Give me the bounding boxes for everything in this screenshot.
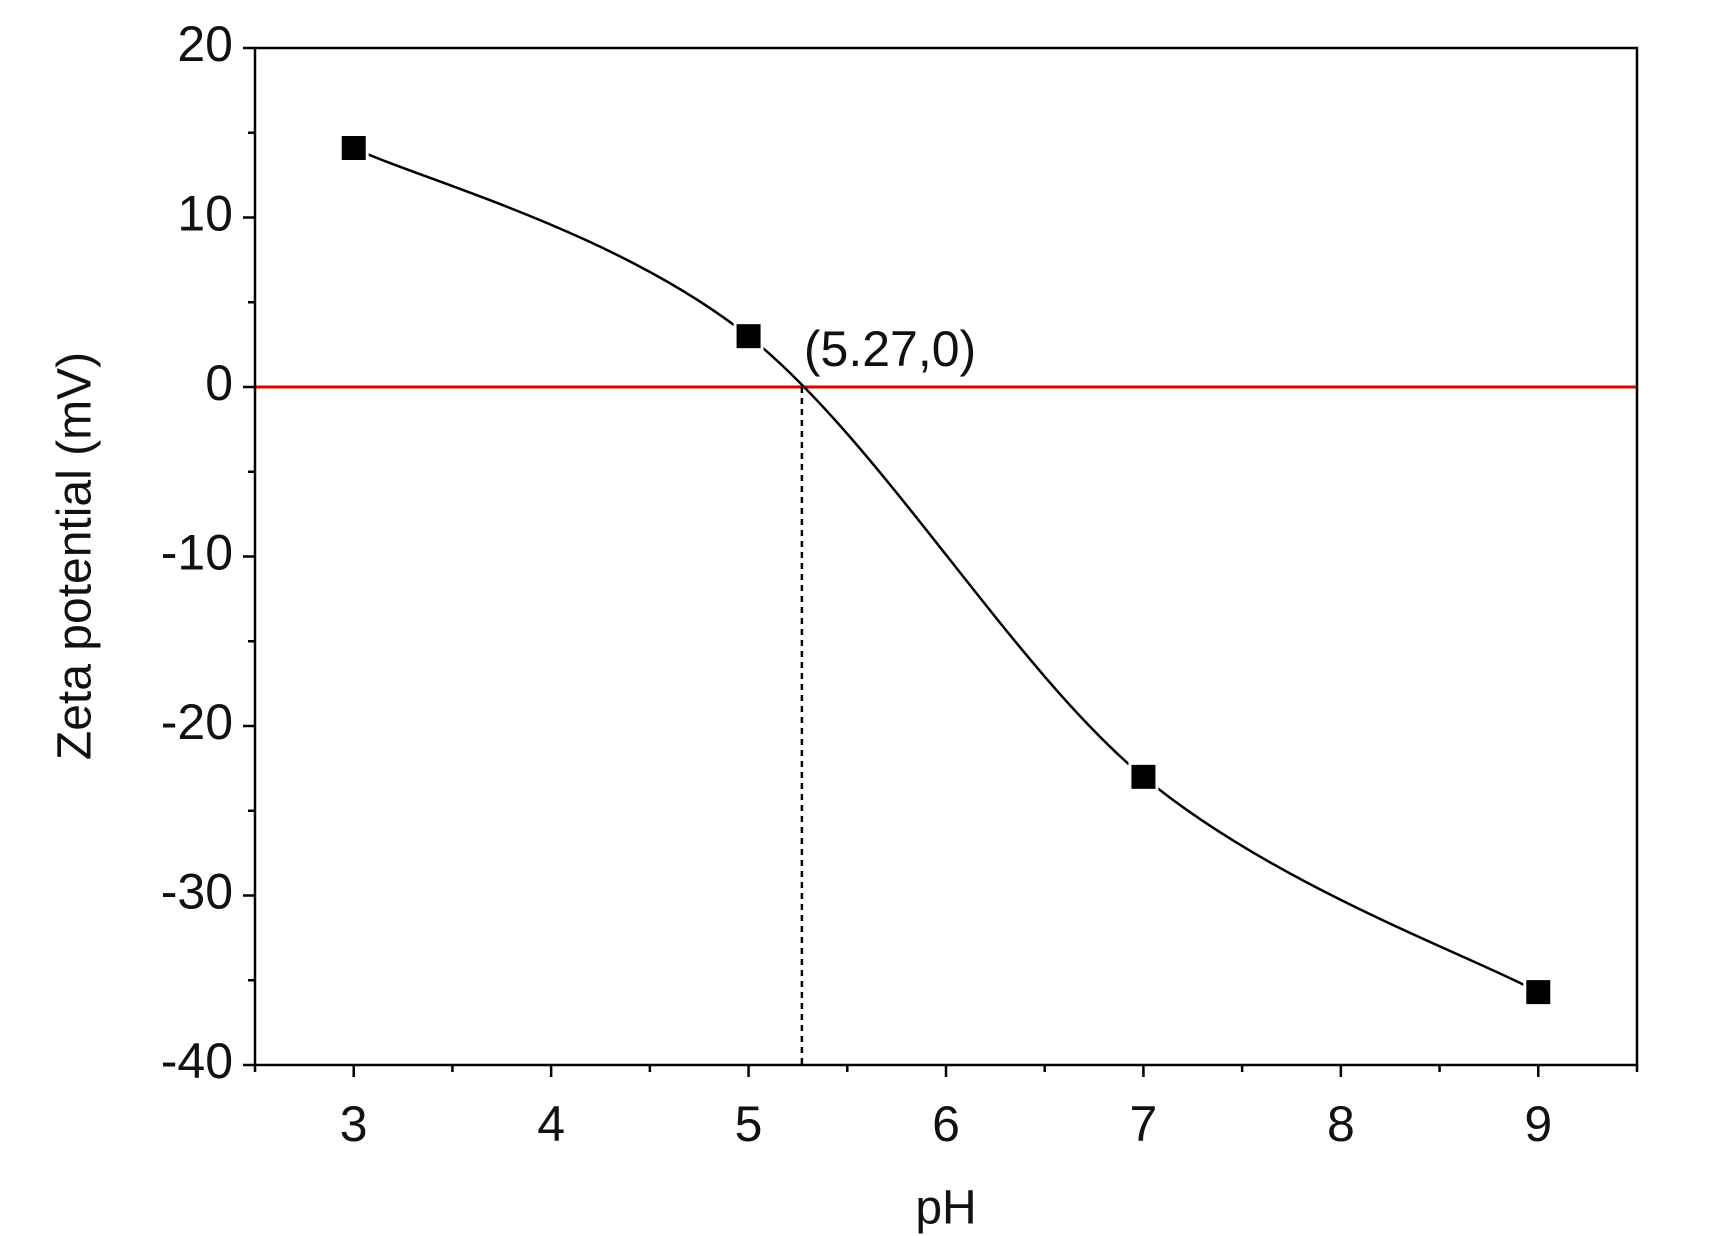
series-line bbox=[353, 146, 1539, 994]
data-point bbox=[733, 321, 764, 352]
x-tick-label: 8 bbox=[1327, 1096, 1355, 1152]
y-axis-title: Zeta potential (mV) bbox=[49, 352, 102, 760]
y-tick-label: -20 bbox=[161, 694, 233, 750]
x-tick-label: 7 bbox=[1130, 1096, 1158, 1152]
x-tick-label: 4 bbox=[537, 1096, 565, 1152]
x-tick-label: 3 bbox=[340, 1096, 368, 1152]
x-tick-label: 6 bbox=[932, 1096, 960, 1152]
x-axis-title: pH bbox=[915, 1182, 976, 1235]
annotation-label: (5.27,0) bbox=[804, 321, 976, 377]
y-tick-label: 0 bbox=[205, 355, 233, 411]
data-point bbox=[338, 133, 369, 164]
data-point bbox=[1523, 977, 1554, 1008]
y-tick-label: -30 bbox=[161, 864, 233, 920]
y-tick-label: -40 bbox=[161, 1033, 233, 1089]
data-point bbox=[1128, 761, 1159, 792]
y-tick-label: 10 bbox=[177, 186, 233, 242]
x-tick-label: 9 bbox=[1524, 1096, 1552, 1152]
x-tick-label: 5 bbox=[735, 1096, 763, 1152]
y-tick-label: 20 bbox=[177, 16, 233, 72]
y-tick-label: -10 bbox=[161, 525, 233, 581]
